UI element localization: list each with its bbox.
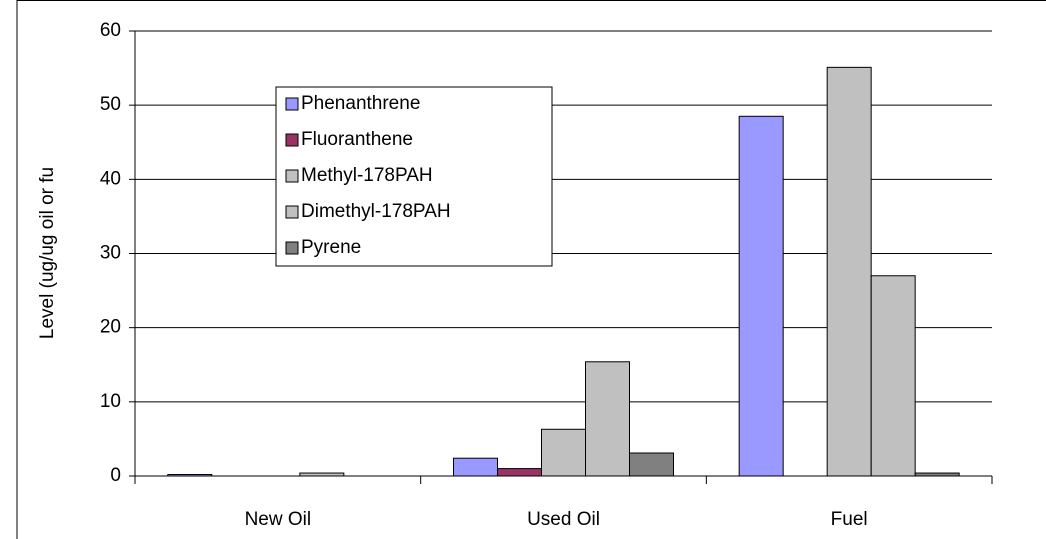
y-tick-label: 10 — [100, 391, 121, 412]
x-tick-label: Used Oil — [527, 509, 600, 530]
bar — [914, 472, 960, 477]
bar — [299, 472, 345, 477]
y-axis-label: Level (ug/ug oil or fu — [37, 167, 58, 339]
chart-frame — [16, 0, 1046, 539]
legend-label: Fluoranthene — [301, 129, 413, 150]
legend-label: Phenanthrene — [301, 93, 420, 114]
bar — [453, 457, 498, 477]
legend-swatch — [285, 133, 299, 147]
legend-swatch — [285, 205, 299, 219]
legend-swatch — [285, 241, 299, 255]
x-tick-label: Fuel — [831, 509, 868, 530]
legend-label: Pyrene — [301, 237, 361, 258]
bar — [585, 361, 630, 477]
y-tick-label: 60 — [100, 20, 121, 41]
bar — [870, 275, 916, 477]
bar — [541, 428, 586, 477]
y-tick-label: 20 — [100, 317, 121, 338]
y-tick-label: 50 — [100, 94, 121, 115]
bar — [826, 66, 872, 477]
bar — [497, 468, 542, 477]
y-tick-label: 40 — [100, 168, 121, 189]
bar — [629, 452, 674, 477]
legend-label: Methyl-178PAH — [301, 165, 433, 186]
legend-swatch — [285, 169, 299, 183]
legend-box — [275, 86, 553, 267]
bar — [167, 474, 213, 477]
legend-label: Dimethyl-178PAH — [301, 201, 451, 222]
x-tick-label: New Oil — [245, 509, 312, 530]
y-tick-label: 0 — [110, 465, 121, 486]
legend-swatch — [285, 97, 299, 111]
y-tick-label: 30 — [100, 243, 121, 264]
bar — [738, 115, 784, 477]
